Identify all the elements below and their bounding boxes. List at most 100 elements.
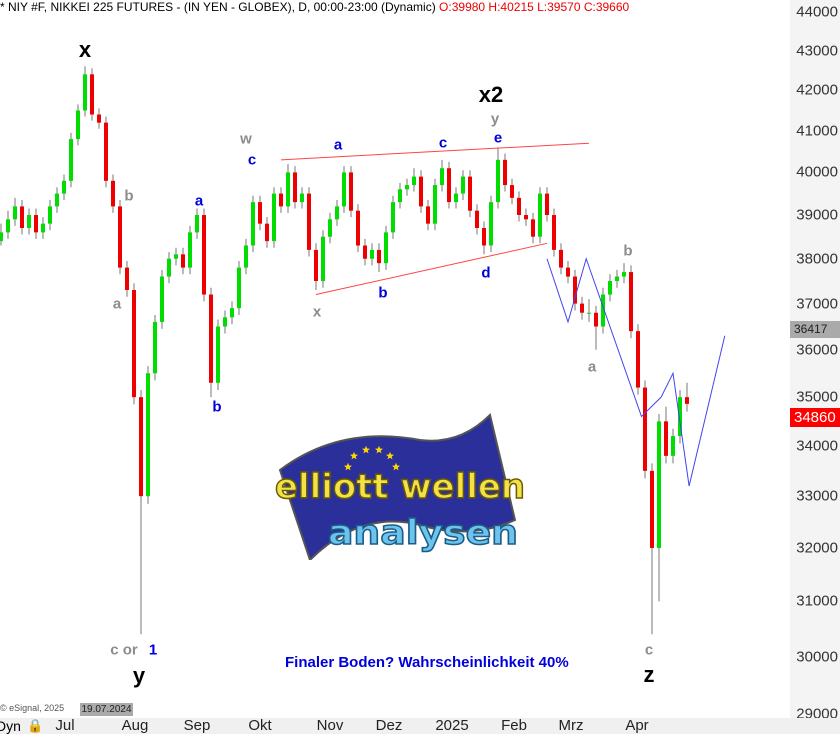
- copyright: © eSignal, 2025: [0, 703, 65, 713]
- candle-body: [139, 397, 143, 497]
- annotation-note: Finaler Boden? Wahrscheinlichkeit 40%: [285, 654, 569, 671]
- wave-label: x: [78, 37, 92, 62]
- x-tick-label: Mrz: [558, 717, 584, 734]
- candle-body: [251, 202, 255, 246]
- candle-body: [62, 180, 66, 194]
- y-tick-label: 35000: [796, 388, 838, 406]
- candle-body: [405, 185, 409, 190]
- candle-body: [419, 176, 423, 207]
- candle-body: [517, 197, 521, 216]
- candle-body: [300, 193, 304, 203]
- candle-body: [279, 193, 283, 207]
- symbol-description: * NIY #F, NIKKEI 225 FUTURES - (IN YEN -…: [0, 0, 436, 14]
- candle-body: [573, 276, 577, 304]
- y-tick-label: 29000: [796, 705, 838, 723]
- price-badge-36417: 36417: [790, 321, 840, 338]
- x-tick-label: Sep: [183, 717, 211, 734]
- candle-body: [356, 210, 360, 246]
- x-tick-label: Jul: [55, 717, 75, 734]
- wave-label: c: [644, 641, 654, 659]
- candle-body: [370, 249, 374, 259]
- candle-body: [349, 172, 353, 211]
- time-axis[interactable]: Dyn 🔒 Jul Aug Sep Okt Nov Dez 2025 Feb Mrz Apr: [0, 718, 840, 734]
- y-tick-label: 42000: [796, 81, 838, 99]
- crosshair-date: 19.07.2024: [80, 703, 133, 716]
- svg-text:elliott wellen: elliott wellen: [275, 467, 525, 507]
- y-tick-label: 30000: [796, 648, 838, 666]
- chart-title: * NIY #F, NIKKEI 225 FUTURES - (IN YEN -…: [0, 0, 629, 14]
- wave-label: a: [194, 192, 204, 210]
- lock-icon[interactable]: 🔒: [27, 718, 44, 733]
- candle-body: [608, 281, 612, 295]
- candle-body: [384, 232, 388, 264]
- candle-body: [237, 267, 241, 309]
- candle-body: [286, 172, 290, 207]
- candle-body: [293, 172, 297, 203]
- candle-body: [13, 206, 17, 220]
- candle-body: [104, 122, 108, 181]
- candle-body: [209, 294, 213, 383]
- candle-body: [167, 258, 171, 277]
- candle-body: [160, 276, 164, 322]
- candle-body: [321, 236, 325, 282]
- candle-body: [258, 202, 262, 224]
- candle-body: [125, 267, 129, 291]
- star-icon: [392, 462, 400, 471]
- candle-body: [636, 331, 640, 388]
- candle-body: [433, 185, 437, 224]
- price-chart[interactable]: [0, 0, 790, 718]
- wave-label: w: [240, 130, 252, 148]
- candle-body: [622, 272, 626, 277]
- star-icon: [386, 451, 394, 460]
- candle-body: [412, 176, 416, 186]
- wave-label: x: [312, 303, 322, 321]
- x-tick-label: 2025: [435, 717, 469, 734]
- wave-label: b: [378, 284, 388, 302]
- y-tick-label: 41000: [796, 122, 838, 140]
- x-tick-label: Aug: [121, 717, 149, 734]
- wave-label: y: [132, 663, 146, 688]
- ohlc-readout: O:39980 H:40215 L:39570 C:39660: [439, 0, 630, 14]
- candle-body: [594, 312, 598, 327]
- candle-body: [510, 185, 514, 198]
- candle-body: [265, 223, 269, 242]
- candle-body: [0, 232, 3, 242]
- wave-label: y: [490, 110, 500, 128]
- candle-body: [48, 206, 52, 224]
- y-tick-label: 37000: [796, 295, 838, 313]
- candle-body: [146, 373, 150, 497]
- candle-body: [664, 421, 668, 456]
- candle-body: [202, 215, 206, 295]
- candle-body: [216, 326, 220, 383]
- y-tick-label: 32000: [796, 539, 838, 557]
- candle-body: [489, 202, 493, 246]
- candle-body: [20, 206, 24, 229]
- candle-body: [314, 249, 318, 282]
- x-tick-label: Nov: [316, 717, 344, 734]
- y-tick-label: 43000: [796, 42, 838, 60]
- candle-body: [580, 303, 584, 313]
- candle-body: [440, 168, 444, 186]
- y-tick-label: 34000: [796, 437, 838, 455]
- candle-body: [538, 193, 542, 237]
- candle-body: [174, 254, 178, 259]
- price-axis[interactable]: 44000 43000 42000 41000 40000 39000 38000 37000…: [790, 0, 840, 722]
- candle-body: [503, 159, 507, 186]
- candle-body: [97, 114, 101, 123]
- candle-body: [482, 228, 486, 246]
- x-tick-label: Feb: [501, 717, 527, 734]
- candle-body: [90, 74, 94, 115]
- candle-body: [111, 180, 115, 207]
- candle-body: [685, 397, 689, 404]
- wave-label: b: [124, 187, 134, 205]
- candle-body: [447, 168, 451, 203]
- last-price-badge: 34860: [790, 408, 840, 427]
- candle-body: [461, 176, 465, 194]
- candle-body: [426, 206, 430, 224]
- candle-body: [244, 245, 248, 268]
- candle-body: [181, 254, 185, 268]
- candle-body: [69, 139, 73, 181]
- y-tick-label: 44000: [796, 3, 838, 21]
- candle-body: [195, 215, 199, 233]
- wave-label: c: [438, 134, 448, 152]
